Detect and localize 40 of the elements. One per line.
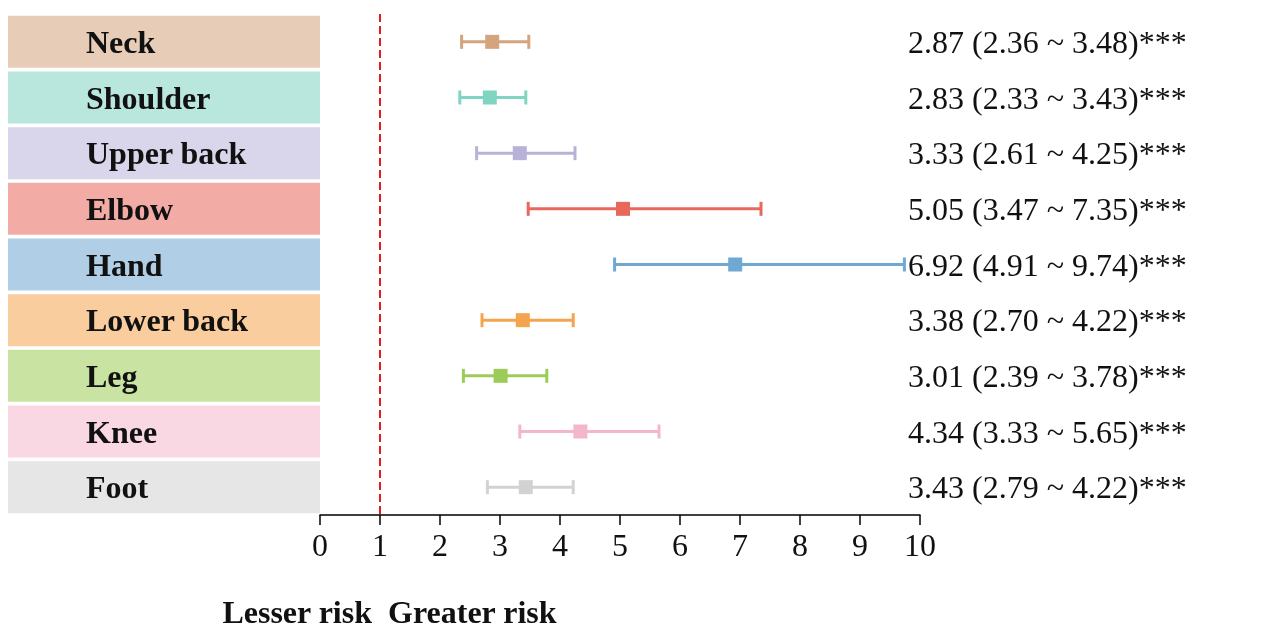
data-label: 5.05 (3.47 ~ 7.35)*** (908, 190, 1187, 227)
data-label: 6.92 (4.91 ~ 9.74)*** (908, 246, 1187, 283)
data-label: 2.87 (2.36 ~ 3.48)*** (908, 23, 1187, 60)
x-tick-label: 9 (852, 527, 868, 563)
x-tick-label: 4 (552, 527, 568, 563)
x-tick-label: 0 (312, 527, 328, 563)
x-tick-label: 2 (432, 527, 448, 563)
point (616, 201, 630, 216)
point (728, 257, 743, 272)
data-label: 2.83 (2.33 ~ 3.43)*** (908, 79, 1187, 116)
text: Greater risk (388, 594, 557, 629)
x-tick-label: 5 (612, 527, 628, 563)
y-tick-label: Knee (86, 413, 158, 450)
point (518, 480, 533, 495)
x-tick-label: 10 (904, 527, 936, 563)
text: Lesser risk (222, 594, 373, 629)
data-label: 3.33 (2.61 ~ 4.25)*** (908, 135, 1187, 172)
y-tick-label: Upper back (86, 135, 247, 172)
data-label: 4.34 (3.33 ~ 5.65)*** (908, 413, 1187, 450)
data-label: 3.43 (2.79 ~ 4.22)*** (908, 469, 1187, 506)
y-tick-label: Lower back (86, 302, 249, 339)
point (512, 146, 527, 161)
x-tick-label: 3 (492, 527, 508, 563)
data-label: 3.38 (2.70 ~ 4.22)*** (908, 302, 1187, 339)
x-tick-label: 1 (372, 527, 388, 563)
data-label: 3.01 (2.39 ~ 3.78)*** (908, 357, 1187, 394)
y-tick-label: Leg (86, 357, 138, 394)
y-tick-label: Neck (86, 23, 156, 60)
point (573, 424, 588, 439)
point (493, 368, 508, 383)
x-tick-label: 7 (732, 527, 748, 563)
x-tick-label: 6 (672, 527, 688, 563)
y-tick-label: Elbow (86, 190, 174, 227)
point (482, 90, 497, 105)
x-tick-label: 8 (792, 527, 808, 563)
y-tick-label: Hand (86, 246, 163, 283)
y-tick-label: Shoulder (86, 79, 211, 116)
y-tick-label: Foot (86, 469, 149, 506)
point (515, 313, 530, 328)
point (485, 34, 500, 49)
